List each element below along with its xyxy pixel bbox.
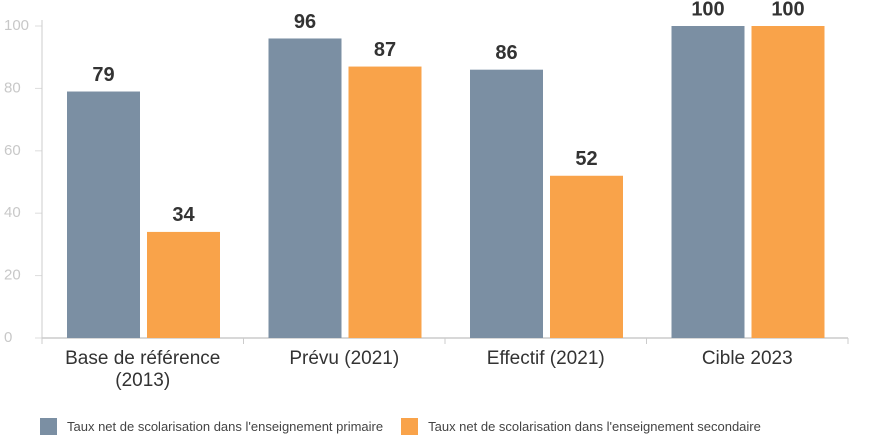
legend-item: Taux net de scolarisation dans l'enseign… bbox=[401, 418, 761, 435]
bar bbox=[67, 91, 140, 339]
value-label: 96 bbox=[294, 11, 316, 33]
y-tick-label: 20 bbox=[4, 267, 21, 284]
legend-label: Taux net de scolarisation dans l'enseign… bbox=[67, 419, 384, 434]
x-tick-label: Prévu (2021) bbox=[289, 348, 400, 369]
bar bbox=[268, 38, 342, 338]
y-tick-label: 100 bbox=[4, 17, 29, 34]
bar bbox=[348, 66, 422, 338]
value-label: 86 bbox=[495, 42, 517, 64]
bar bbox=[751, 26, 825, 338]
x-tick-label: Cible 2023 bbox=[701, 348, 793, 369]
y-tick-label: 80 bbox=[4, 79, 21, 96]
value-label: 87 bbox=[374, 39, 396, 61]
legend-swatch bbox=[401, 418, 419, 435]
bar bbox=[550, 175, 623, 338]
y-tick-label: 0 bbox=[4, 329, 12, 346]
legend-swatch bbox=[40, 418, 57, 435]
legend: Taux net de scolarisation dans l'enseign… bbox=[40, 418, 779, 435]
plot-area: 0 20 40 60 80 100 79 34 96 87 86 52 100 100 bbox=[4, 0, 849, 346]
legend-item: Taux net de scolarisation dans l'enseign… bbox=[40, 418, 383, 435]
value-label: 100 bbox=[771, 0, 804, 20]
x-tick-label: Effectif (2021) bbox=[486, 348, 605, 369]
value-label: 79 bbox=[92, 64, 114, 86]
value-label: 34 bbox=[172, 204, 195, 226]
y-tick-label: 40 bbox=[4, 204, 21, 221]
x-tick-label: Base de référence (2013) bbox=[65, 348, 221, 391]
bar bbox=[470, 69, 543, 339]
legend-label: Taux net de scolarisation dans l'enseign… bbox=[428, 419, 761, 434]
y-tick-label: 60 bbox=[4, 142, 21, 159]
bar bbox=[671, 26, 745, 338]
value-label: 100 bbox=[691, 0, 724, 20]
bar bbox=[147, 231, 220, 338]
value-label: 52 bbox=[575, 148, 597, 170]
